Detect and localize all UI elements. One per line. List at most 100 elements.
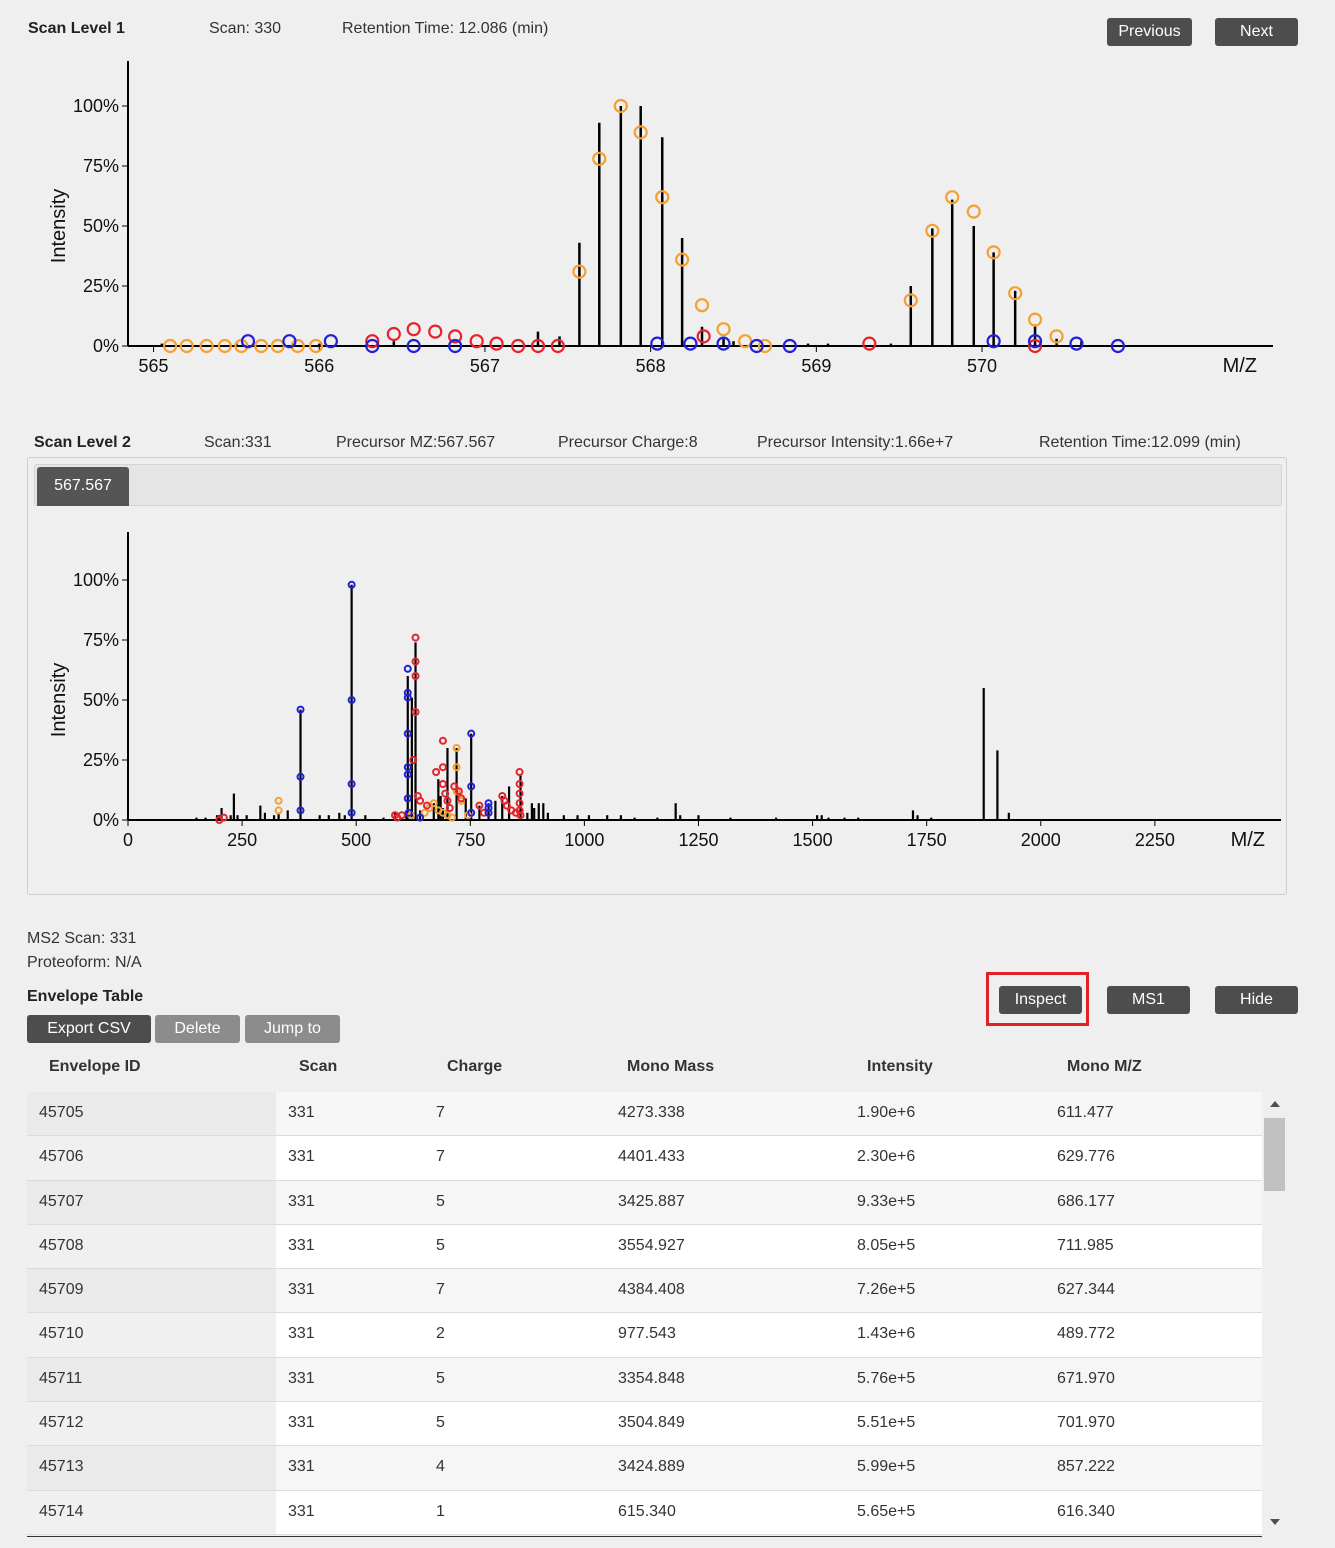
inspect-button[interactable]: Inspect bbox=[999, 986, 1082, 1014]
envelope-point-blue[interactable] bbox=[347, 808, 356, 817]
envelope-point-blue[interactable] bbox=[323, 334, 338, 349]
scroll-down-icon[interactable] bbox=[1270, 1519, 1280, 1525]
envelope-point-blue[interactable] bbox=[296, 806, 305, 815]
export-csv-button[interactable]: Export CSV bbox=[27, 1015, 151, 1043]
col-intensity[interactable]: Intensity bbox=[867, 1058, 933, 1075]
table-row[interactable]: 45711 331 5 3354.848 5.76e+5 671.970 bbox=[27, 1357, 1262, 1403]
hide-button[interactable]: Hide bbox=[1215, 986, 1298, 1014]
envelope-point-blue[interactable] bbox=[403, 693, 412, 702]
envelope-point-orange[interactable] bbox=[592, 151, 607, 166]
col-mono-mass[interactable]: Mono Mass bbox=[627, 1058, 715, 1075]
envelope-point-blue[interactable] bbox=[484, 804, 493, 812]
envelope-point-red[interactable] bbox=[438, 780, 447, 788]
envelope-point-orange[interactable] bbox=[757, 338, 773, 354]
ms1-button[interactable]: MS1 bbox=[1107, 986, 1190, 1014]
envelope-point-red[interactable] bbox=[397, 811, 406, 820]
envelope-point-orange[interactable] bbox=[274, 806, 283, 815]
envelope-point-orange[interactable] bbox=[429, 799, 438, 808]
envelope-point-orange[interactable] bbox=[966, 204, 981, 219]
envelope-point-orange[interactable] bbox=[675, 252, 690, 267]
envelope-point-red[interactable] bbox=[489, 336, 504, 351]
envelope-point-blue[interactable] bbox=[296, 772, 305, 781]
envelope-point-red[interactable] bbox=[438, 736, 447, 745]
envelope-point-red[interactable] bbox=[457, 794, 466, 803]
envelope-point-orange[interactable] bbox=[655, 190, 670, 205]
col-scan[interactable]: Scan bbox=[299, 1058, 338, 1075]
previous-button[interactable]: Previous bbox=[1107, 18, 1192, 46]
delete-button[interactable]: Delete bbox=[155, 1015, 240, 1043]
table-row[interactable]: 45708 331 5 3554.927 8.05e+5 711.985 bbox=[27, 1224, 1262, 1270]
envelope-point-orange[interactable] bbox=[217, 338, 232, 354]
envelope-point-red[interactable] bbox=[510, 338, 526, 354]
table-row[interactable]: 45714 331 1 615.340 5.65e+5 616.340 bbox=[27, 1490, 1262, 1535]
envelope-point-blue[interactable] bbox=[403, 794, 412, 803]
table-row[interactable]: 45712 331 5 3504.849 5.51e+5 701.970 bbox=[27, 1402, 1262, 1447]
envelope-point-blue[interactable] bbox=[467, 782, 476, 791]
table-row[interactable]: 45709 331 7 4384.408 7.26e+5 627.344 bbox=[27, 1269, 1262, 1314]
envelope-point-orange[interactable] bbox=[163, 338, 178, 354]
envelope-point-blue[interactable] bbox=[403, 688, 412, 697]
envelope-point-red[interactable] bbox=[530, 338, 546, 354]
envelope-point-blue[interactable] bbox=[347, 580, 356, 589]
envelope-point-orange[interactable] bbox=[694, 298, 710, 313]
envelope-point-red[interactable] bbox=[411, 633, 420, 642]
tab-precursor-567[interactable]: 567.567 bbox=[37, 467, 129, 506]
envelope-point-blue[interactable] bbox=[416, 813, 425, 822]
envelope-point-blue[interactable] bbox=[406, 338, 421, 354]
envelope-point-red[interactable] bbox=[445, 804, 454, 812]
scroll-thumb[interactable] bbox=[1264, 1118, 1285, 1191]
envelope-point-blue[interactable] bbox=[347, 696, 356, 704]
envelope-point-orange[interactable] bbox=[1049, 329, 1064, 344]
envelope-point-blue[interactable] bbox=[650, 336, 665, 351]
table-row[interactable]: 45710 331 2 977.543 1.43e+6 489.772 bbox=[27, 1313, 1262, 1358]
envelope-point-red[interactable] bbox=[450, 782, 459, 791]
envelope-point-red[interactable] bbox=[515, 768, 524, 776]
envelope-point-red[interactable] bbox=[365, 334, 380, 349]
jump-to-button[interactable]: Jump to bbox=[245, 1015, 340, 1043]
envelope-point-blue[interactable] bbox=[749, 338, 764, 354]
envelope-point-orange[interactable] bbox=[945, 190, 960, 205]
envelope-point-red[interactable] bbox=[432, 768, 441, 776]
envelope-point-blue[interactable] bbox=[986, 334, 1001, 349]
envelope-point-red[interactable] bbox=[438, 763, 447, 772]
table-row[interactable]: 45713 331 4 3424.889 5.99e+5 857.222 bbox=[27, 1446, 1262, 1491]
envelope-point-orange[interactable] bbox=[270, 338, 285, 354]
envelope-point-red[interactable] bbox=[428, 324, 443, 339]
envelope-point-blue[interactable] bbox=[296, 705, 305, 714]
envelope-point-blue[interactable] bbox=[365, 338, 380, 354]
envelope-point-blue[interactable] bbox=[467, 808, 476, 817]
envelope-point-red[interactable] bbox=[454, 787, 463, 796]
col-mono-mz[interactable]: Mono M/Z bbox=[1067, 1058, 1142, 1075]
envelope-point-orange[interactable] bbox=[452, 763, 461, 772]
envelope-point-blue[interactable] bbox=[403, 729, 412, 738]
envelope-point-orange[interactable] bbox=[716, 322, 731, 337]
envelope-point-red[interactable] bbox=[409, 756, 418, 764]
next-button[interactable]: Next bbox=[1215, 18, 1298, 46]
envelope-point-red[interactable] bbox=[219, 813, 228, 822]
envelope-point-blue[interactable] bbox=[1110, 338, 1125, 354]
envelope-point-red[interactable] bbox=[515, 780, 524, 788]
table-row[interactable]: 45706 331 7 4401.433 2.30e+6 629.776 bbox=[27, 1136, 1262, 1181]
envelope-point-blue[interactable] bbox=[404, 808, 413, 817]
envelope-point-orange[interactable] bbox=[633, 125, 648, 140]
envelope-point-orange[interactable] bbox=[179, 338, 194, 354]
envelope-point-red[interactable] bbox=[516, 811, 525, 820]
envelope-point-orange[interactable] bbox=[274, 796, 283, 805]
envelope-point-red[interactable] bbox=[411, 657, 420, 666]
col-envelope-id[interactable]: Envelope ID bbox=[49, 1058, 141, 1075]
envelope-point-red[interactable] bbox=[550, 338, 565, 354]
envelope-point-blue[interactable] bbox=[782, 338, 797, 354]
envelope-point-orange[interactable] bbox=[903, 293, 918, 308]
envelope-point-red[interactable] bbox=[502, 801, 511, 810]
envelope-point-orange[interactable] bbox=[613, 98, 628, 114]
envelope-point-blue[interactable] bbox=[282, 334, 297, 349]
envelope-point-orange[interactable] bbox=[572, 264, 587, 279]
envelope-point-red[interactable] bbox=[441, 789, 450, 798]
envelope-point-orange[interactable] bbox=[1027, 312, 1043, 327]
envelope-point-blue[interactable] bbox=[484, 808, 493, 817]
scroll-up-icon[interactable] bbox=[1270, 1101, 1280, 1107]
envelope-point-red[interactable] bbox=[696, 329, 711, 344]
envelope-point-blue[interactable] bbox=[403, 770, 412, 779]
envelope-point-orange[interactable] bbox=[448, 813, 457, 822]
table-row[interactable]: 45707 331 5 3425.887 9.33e+5 686.177 bbox=[27, 1180, 1262, 1225]
